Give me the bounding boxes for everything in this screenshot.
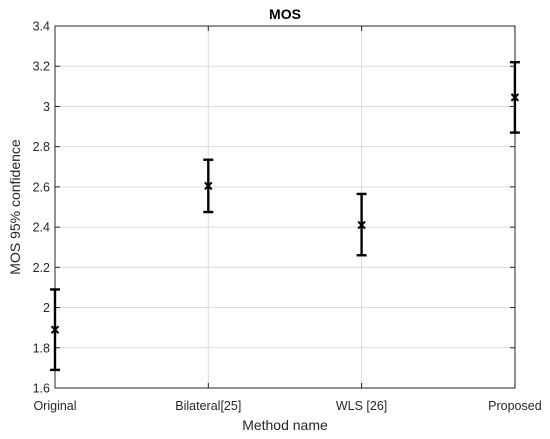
mean-marker bbox=[510, 93, 520, 102]
y-tick-label: 1.6 bbox=[33, 382, 50, 396]
plot-frame bbox=[54, 25, 516, 389]
y-tick-label: 2.4 bbox=[33, 221, 50, 235]
error-bar-0 bbox=[50, 288, 60, 372]
y-tick-label: 3.2 bbox=[33, 60, 50, 74]
error-bar-2 bbox=[356, 192, 367, 257]
x-tick-label: Original bbox=[33, 399, 76, 413]
ticks: 1.6 1.8 2 2.2 2.4 2.6 2.8 3 3.2 3.4 Original Bilate… bbox=[33, 20, 542, 414]
x-axis-label: Method name bbox=[242, 417, 328, 433]
x-tick-label: WLS [26] bbox=[336, 399, 387, 413]
y-tick-label: 3.4 bbox=[33, 20, 50, 34]
x-tick-label: Bilateral[25] bbox=[175, 399, 241, 413]
y-axis-label: MOS 95% confidence bbox=[7, 139, 23, 275]
mean-marker bbox=[204, 181, 213, 191]
mean-marker bbox=[50, 325, 60, 334]
y-tick-label: 2.8 bbox=[33, 140, 50, 154]
x-tick-label: Proposed bbox=[488, 399, 542, 413]
grid bbox=[54, 25, 516, 389]
y-tick-label: 3 bbox=[43, 100, 50, 114]
y-tick-label: 1.8 bbox=[33, 341, 50, 355]
error-bar-3 bbox=[509, 61, 520, 134]
y-tick-label: 2.2 bbox=[33, 261, 50, 275]
y-tick-label: 2.6 bbox=[33, 180, 50, 194]
data-marks bbox=[50, 61, 520, 372]
y-tick-label: 2 bbox=[43, 301, 50, 315]
mean-marker bbox=[357, 220, 366, 230]
chart-title: MOS bbox=[269, 6, 301, 22]
error-bar-1 bbox=[203, 158, 214, 214]
